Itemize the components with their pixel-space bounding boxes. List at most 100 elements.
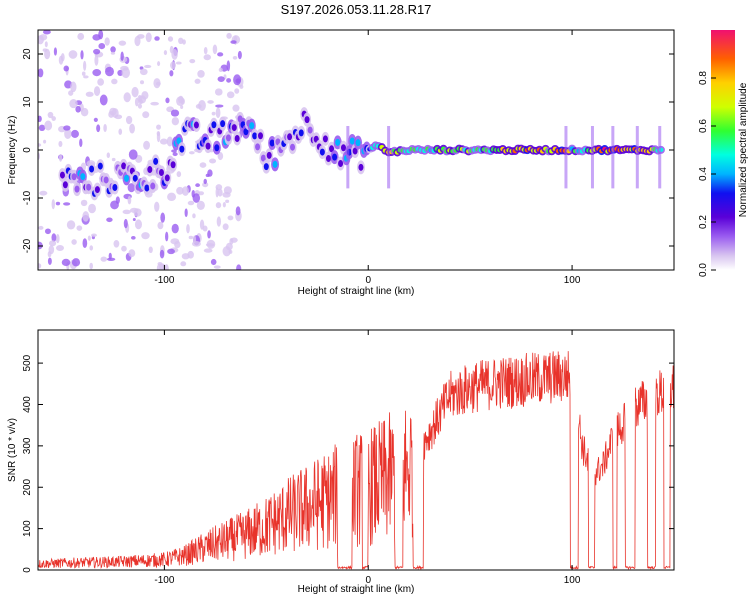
spectrogram-noise-cell: [232, 104, 240, 112]
spectrogram-noise-cell: [118, 40, 127, 46]
spectrogram-noise-cell: [207, 230, 211, 239]
spectrogram-noise-cell: [38, 68, 44, 78]
spectrogram-cell: [59, 171, 65, 179]
spectrogram-cell: [94, 186, 100, 194]
spectrogram-noise-cell: [174, 240, 181, 249]
spectrogram-noise-cell: [80, 50, 84, 60]
spectrogram-x-label: Height of straight line (km): [298, 286, 415, 297]
spectrogram-noise-cell: [38, 241, 43, 250]
spectrogram-noise-cell: [157, 61, 161, 67]
spectrogram-cell: [257, 132, 263, 140]
colorbar-tick-label: 0.8: [698, 71, 709, 85]
spectrogram-noise-cell: [199, 162, 207, 168]
spectrogram-noise-cell: [93, 117, 98, 122]
spectrogram-noise-cell: [223, 186, 232, 195]
spectrogram-cell: [307, 126, 313, 134]
snr-panel: -100 0 100 0 100 200 300 400 500 Height of strai…: [7, 329, 675, 595]
spectrogram-cell: [153, 157, 159, 165]
spectrogram-noise-cell: [123, 218, 128, 229]
spectrogram-noise-cell: [138, 95, 147, 104]
spectrogram-noise-cell: [176, 186, 184, 195]
spectrogram-noise-cell: [154, 36, 160, 41]
spectrogram-noise-cell: [123, 92, 131, 103]
spectrogram-noise-cell: [70, 129, 79, 138]
spectrogram-noise-cell: [192, 193, 201, 203]
spectrogram-streak: [590, 126, 594, 189]
spectrogram-noise-cell: [51, 233, 57, 242]
spectrogram-noise-cell: [81, 71, 86, 76]
spectrogram-noise-cell: [68, 50, 78, 59]
spectrogram-noise-cell: [203, 54, 212, 61]
spectrogram-cell: [352, 147, 358, 155]
spectrogram-noise-cell: [176, 171, 182, 178]
spectrogram-noise-cell: [175, 61, 182, 65]
spectrogram-cell: [272, 160, 278, 168]
spectrogram-noise-cell: [163, 50, 168, 56]
spectrogram-noise-cell: [226, 78, 232, 83]
spectrogram-noise-cell: [157, 221, 164, 230]
spectrogram-noise-cell: [93, 48, 101, 55]
spectrogram-cell: [234, 134, 240, 142]
spectrogram-noise-cell: [145, 32, 152, 43]
spectrogram-noise-cell: [209, 158, 217, 164]
spectrogram-cell: [89, 165, 95, 173]
spectrogram-noise-cell: [80, 107, 89, 117]
spectrogram-noise-cell: [47, 257, 52, 265]
spectrogram-noise-cell: [51, 199, 56, 210]
spectrogram-noise-cell: [105, 66, 114, 77]
spectrogram-cell: [319, 148, 325, 156]
spectrogram-noise-cell: [148, 246, 153, 254]
spectrogram-noise-cell: [225, 199, 230, 203]
spectrogram-cell: [62, 181, 68, 189]
spectrogram-noise-cell: [226, 91, 235, 99]
spectrogram-noise-cell: [106, 152, 110, 159]
spectrogram-noise-cell: [43, 30, 51, 35]
spectrogram-noise-cell: [63, 125, 71, 131]
spectrogram-noise-cell: [97, 78, 105, 86]
spectrogram-noise-cell: [171, 117, 180, 126]
spectrogram-cell: [322, 135, 328, 143]
spectrogram-noise-cell: [167, 248, 175, 255]
spectrogram-noise-cell: [143, 140, 151, 150]
spectrogram-noise-cell: [125, 115, 133, 125]
spectrogram-noise-cell: [66, 220, 76, 230]
spectrogram-noise-cell: [131, 86, 139, 98]
spectrogram-cell: [103, 176, 109, 184]
snr-y-tick-label: 300: [22, 437, 33, 454]
spectrogram-noise-cell: [120, 65, 129, 71]
spectrogram-noise-cell: [202, 182, 209, 188]
spectrogram-noise-cell: [141, 232, 150, 240]
spectrogram-noise-cell: [87, 235, 91, 241]
spectrogram-cell: [338, 160, 344, 168]
spectrogram-noise-cell: [222, 202, 226, 208]
spectrogram-cell: [249, 122, 255, 130]
spectrogram-noise-cell: [187, 250, 194, 259]
snr-x-tick-label: 0: [365, 575, 371, 586]
spectrogram-noise-cell: [132, 217, 136, 222]
spectrogram-noise-cell: [236, 264, 242, 270]
spectrogram-noise-cell: [114, 114, 123, 120]
spectrogram-noise-cell: [77, 32, 85, 41]
spectrogram-cell: [144, 184, 150, 192]
spectrogram-streak: [611, 126, 615, 189]
spectrogram-cell: [332, 153, 338, 161]
spectrogram-noise-cell: [156, 124, 161, 130]
spectrogram-noise-cell: [38, 263, 42, 269]
spectrogram-noise-cell: [218, 67, 223, 72]
spectrogram-noise-cell: [61, 258, 71, 267]
spectrogram-cell: [290, 143, 296, 151]
spectrogram-noise-cell: [38, 143, 42, 147]
spectrogram-noise-cell: [121, 245, 127, 252]
spectrogram-noise-cell: [80, 199, 88, 207]
spectrogram-noise-cell: [88, 203, 96, 214]
spectrogram-cell: [340, 144, 346, 152]
spectrogram-cell: [266, 151, 272, 159]
spectrogram-noise-cell: [203, 46, 208, 55]
spectrogram-noise-cell: [180, 261, 187, 267]
spectrogram-cell: [97, 162, 103, 170]
spectrogram-noise-cell: [166, 136, 174, 147]
spectrogram-noise-cell: [210, 258, 217, 266]
spectrogram-noise-cell: [178, 95, 184, 104]
colorbar-gradient: [711, 30, 735, 270]
